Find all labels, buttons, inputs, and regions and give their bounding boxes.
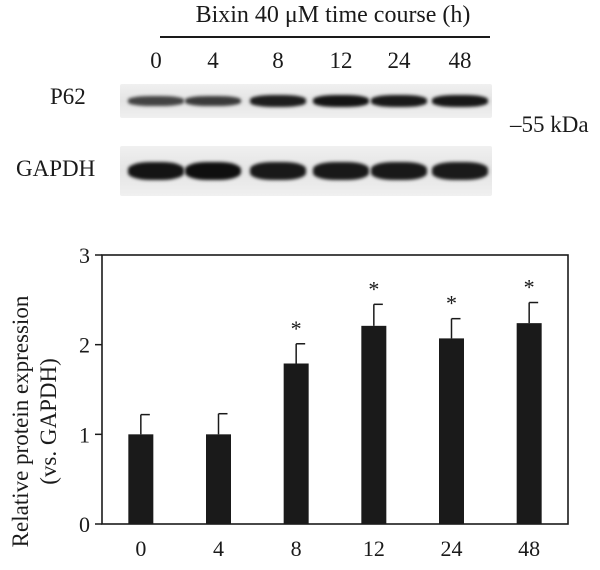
y-axis-label-sub: (vs. GAPDH) (36, 358, 61, 485)
plot-frame (101, 254, 569, 525)
y-tick-label-0: 0 (79, 512, 90, 537)
lane-label-48: 48 (448, 48, 472, 73)
lane-label-0: 0 (150, 48, 162, 73)
lane-label-24: 24 (387, 48, 411, 73)
significance-12: * (368, 276, 379, 301)
x-tick-label-24: 24 (441, 536, 463, 561)
band-p62-4 (185, 96, 241, 106)
x-tick-label-4: 4 (213, 536, 224, 561)
band-gapdh-8 (250, 162, 306, 180)
y-tick-label-1: 1 (79, 422, 90, 447)
bar-4 (206, 434, 231, 524)
y-axis-label: Relative protein expression (8, 295, 33, 547)
band-gapdh-4 (185, 162, 241, 180)
band-p62-48 (432, 95, 488, 107)
band-gapdh-0 (128, 162, 184, 180)
bar-12 (361, 325, 387, 524)
x-tick-label-8: 8 (291, 536, 302, 561)
significance-8: * (291, 316, 302, 341)
band-p62-0 (128, 96, 184, 106)
molecular-weight-marker: –55 kDa (510, 112, 589, 137)
blot-row-label-p62: P62 (50, 84, 86, 109)
band-gapdh-12 (313, 162, 369, 180)
band-p62-24 (371, 95, 427, 107)
bar-48 (516, 323, 542, 524)
significance-48: * (524, 275, 535, 300)
significance-24: * (446, 291, 457, 316)
y-tick-label-3: 3 (79, 243, 90, 268)
band-gapdh-24 (371, 162, 427, 180)
lane-label-8: 8 (272, 48, 284, 73)
bar-8 (283, 363, 309, 524)
band-gapdh-48 (432, 162, 488, 180)
band-p62-8 (250, 95, 306, 107)
band-p62-12 (313, 95, 369, 107)
x-tick-label-12: 12 (363, 536, 385, 561)
y-tick-label-2: 2 (79, 333, 90, 358)
lane-label-4: 4 (207, 48, 219, 73)
lane-label-12: 12 (329, 48, 353, 73)
blot-row-label-gapdh: GAPDH (16, 156, 96, 181)
blot-title: Bixin 40 μM time course (h) (195, 2, 471, 28)
bar-24 (439, 338, 464, 524)
blot-title-rule (160, 36, 490, 38)
bar-0 (128, 434, 154, 524)
x-tick-label-0: 0 (135, 536, 146, 561)
x-tick-label-48: 48 (518, 536, 540, 561)
